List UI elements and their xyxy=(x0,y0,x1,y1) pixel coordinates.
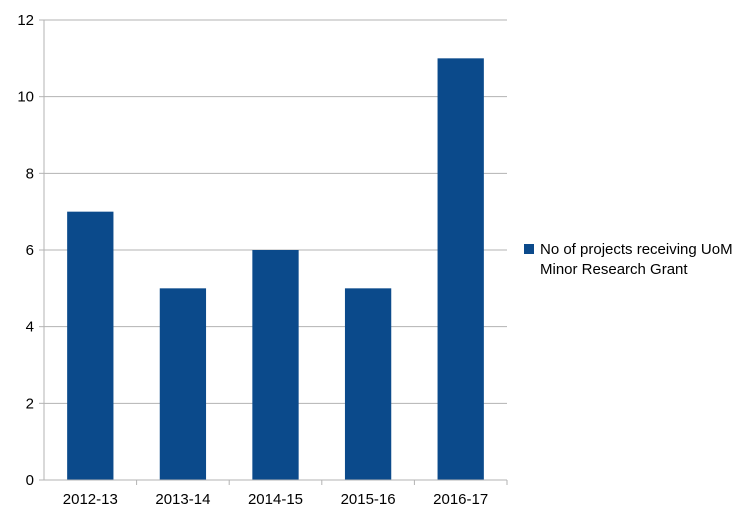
y-tick-label: 10 xyxy=(17,89,34,106)
y-tick-label: 4 xyxy=(26,319,34,336)
legend-label: No of projects receiving UoM Minor Resea… xyxy=(540,241,733,278)
bars xyxy=(67,58,484,480)
axes xyxy=(39,19,508,485)
bar xyxy=(159,288,207,480)
x-tick-label: 2014-15 xyxy=(248,491,303,508)
x-tick-label: 2015-16 xyxy=(341,491,396,508)
y-tick-label: 2 xyxy=(26,395,34,412)
y-axis-tick-labels: 0 2 4 6 8 10 12 xyxy=(17,12,34,489)
x-axis-tick-labels: 2012-13 2013-14 2014-15 2015-16 2016-17 xyxy=(63,491,488,508)
y-tick-label: 6 xyxy=(26,242,34,259)
x-tick-label: 2016-17 xyxy=(433,491,488,508)
bar xyxy=(344,288,392,480)
x-tick-label: 2012-13 xyxy=(63,491,118,508)
y-tick-label: 12 xyxy=(17,12,34,29)
y-tick-label: 0 xyxy=(26,472,34,489)
bar xyxy=(67,211,114,480)
x-tick-label: 2013-14 xyxy=(155,491,210,508)
y-tick-label: 8 xyxy=(26,165,34,182)
legend: No of projects receiving UoM Minor Resea… xyxy=(524,240,754,280)
bar xyxy=(252,250,299,480)
legend-swatch xyxy=(524,244,534,254)
bar xyxy=(437,58,484,480)
